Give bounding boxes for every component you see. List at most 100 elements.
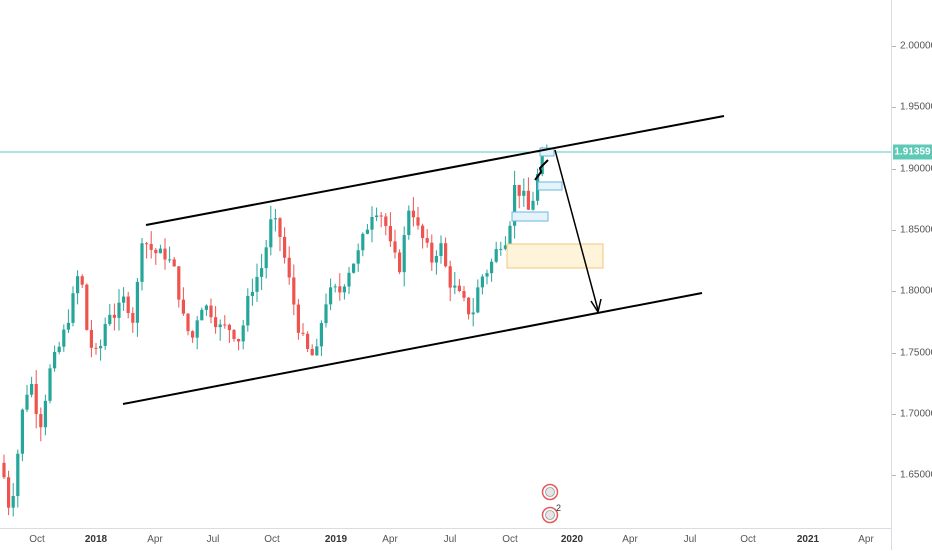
price-tick-mark bbox=[892, 475, 896, 477]
candle-body bbox=[283, 236, 287, 258]
candle-body bbox=[131, 313, 135, 323]
candle-body bbox=[448, 266, 452, 288]
candle-body bbox=[103, 324, 107, 346]
candle-body bbox=[89, 329, 93, 348]
candle-body bbox=[306, 333, 310, 349]
candle-body bbox=[490, 261, 494, 274]
candle-body bbox=[71, 293, 75, 323]
candle-body bbox=[526, 190, 530, 210]
candle-body bbox=[39, 414, 43, 428]
candle-body bbox=[43, 400, 47, 428]
candle-body bbox=[7, 477, 11, 508]
events-count-badge: 2 bbox=[556, 503, 561, 513]
candle-body bbox=[135, 281, 139, 323]
price-tick-label: 1.80000 bbox=[900, 285, 932, 297]
candle-body bbox=[25, 394, 29, 410]
price-scale[interactable]: 2.00000 1.95000 1.90000 1.85000 1.80000 1.750… bbox=[891, 0, 932, 550]
candle-body bbox=[416, 217, 420, 226]
candle-body bbox=[255, 276, 259, 292]
candle-body bbox=[172, 259, 176, 267]
candle-body bbox=[402, 235, 406, 273]
candle-body bbox=[379, 215, 383, 217]
price-tick-mark bbox=[892, 46, 896, 47]
price-tick-label: 2.00000 bbox=[900, 40, 932, 52]
candle-body bbox=[457, 285, 461, 292]
candle-body bbox=[338, 286, 342, 293]
candle-body bbox=[204, 305, 208, 310]
candle-body bbox=[430, 242, 434, 263]
candle-body bbox=[522, 190, 526, 196]
candle-body bbox=[218, 324, 222, 328]
event-flag-icon-inner bbox=[545, 487, 555, 497]
candle-body bbox=[462, 291, 466, 298]
time-tick-label: Jul bbox=[683, 534, 697, 545]
zigzag-path bbox=[534, 159, 549, 181]
candle-body bbox=[209, 305, 213, 318]
candle-body bbox=[292, 277, 296, 305]
last-price-badge: 1.91359 bbox=[893, 144, 932, 160]
event-flag-icon-inner bbox=[545, 510, 555, 520]
candle-body bbox=[503, 245, 507, 249]
candle-body bbox=[2, 462, 6, 478]
candle-body bbox=[30, 383, 34, 395]
price-chart[interactable]: 2 bbox=[0, 0, 891, 528]
time-tick-label: Jul bbox=[206, 534, 220, 545]
candle-body bbox=[11, 496, 15, 508]
candle-body bbox=[186, 313, 190, 332]
candle-body bbox=[237, 339, 241, 342]
candle-body bbox=[191, 331, 195, 338]
candle-body bbox=[513, 184, 517, 226]
candle-body bbox=[66, 322, 70, 330]
time-tick-label: Oct bbox=[502, 534, 518, 545]
candle-body bbox=[149, 243, 153, 250]
candle-body bbox=[269, 219, 273, 248]
candle-body bbox=[499, 248, 503, 250]
candle-body bbox=[246, 296, 250, 326]
candle-body bbox=[517, 184, 521, 196]
candle-body bbox=[370, 216, 374, 230]
demand-zone bbox=[506, 243, 604, 269]
candle-body bbox=[200, 309, 204, 321]
candle-body bbox=[163, 248, 167, 260]
candle-body bbox=[287, 257, 291, 278]
candle-body bbox=[453, 285, 457, 288]
candle-body bbox=[16, 453, 20, 497]
time-tick-label: Apr bbox=[382, 534, 398, 545]
time-scale[interactable]: Oct 2018 Apr Jul Oct 2019 Apr Jul Oct 2020 Apr Jul O… bbox=[0, 528, 891, 551]
candle-body bbox=[168, 259, 172, 261]
time-tick-label: 2019 bbox=[324, 534, 348, 545]
price-tick-mark bbox=[892, 107, 896, 109]
time-tick-label: Oct bbox=[29, 534, 45, 545]
chart-area[interactable]: 2 bbox=[0, 0, 891, 528]
candle-body bbox=[241, 325, 245, 342]
candle-body bbox=[62, 329, 66, 347]
candle-body bbox=[94, 347, 98, 349]
time-tick-label: 2020 bbox=[560, 534, 584, 545]
zone-box-small bbox=[511, 211, 549, 222]
candle-body bbox=[352, 263, 356, 273]
candle-body bbox=[195, 320, 199, 338]
candle-body bbox=[181, 299, 185, 314]
candle-body bbox=[264, 247, 268, 269]
candle-body bbox=[347, 272, 351, 287]
price-tick-label: 1.75000 bbox=[900, 347, 932, 358]
candle-body bbox=[278, 218, 282, 237]
candle-body bbox=[494, 249, 498, 262]
candle-body bbox=[214, 317, 218, 328]
time-tick-label: Jul bbox=[443, 534, 457, 545]
time-tick-label: 2021 bbox=[796, 534, 820, 545]
candle-body bbox=[393, 241, 397, 253]
candle-body bbox=[154, 249, 158, 254]
time-tick-label: 2018 bbox=[84, 534, 108, 545]
projection-arrow-line bbox=[554, 149, 599, 311]
candle-body bbox=[34, 383, 38, 415]
candle-body bbox=[301, 332, 305, 334]
candle-body bbox=[444, 243, 448, 267]
candle-body bbox=[315, 346, 319, 356]
candle-body bbox=[411, 210, 415, 218]
upper-channel-line bbox=[145, 115, 725, 226]
candle-body bbox=[48, 368, 52, 401]
candle-body bbox=[250, 291, 254, 297]
candle-body bbox=[177, 266, 181, 300]
candle-body bbox=[333, 286, 337, 288]
